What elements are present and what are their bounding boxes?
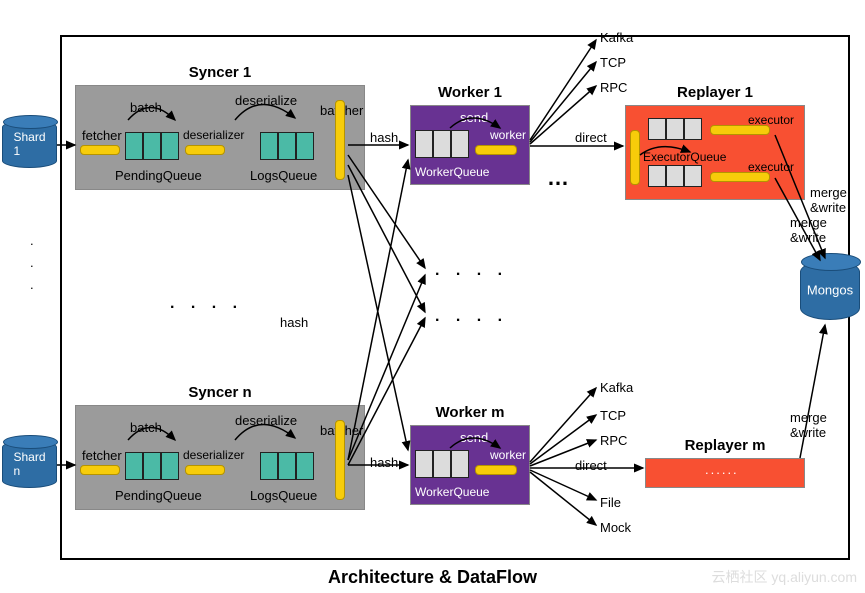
directm-label: direct xyxy=(575,458,607,473)
logs-queuen-label: LogsQueue xyxy=(250,488,317,503)
pending-queue1 xyxy=(125,132,179,160)
fetcher1-pill xyxy=(80,145,120,155)
worker-queuem-label: WorkerQueue xyxy=(415,485,489,499)
deserializern-label: deserializer xyxy=(183,448,244,462)
syncer1-title: Syncer 1 xyxy=(189,64,252,81)
kafka1-label: Kafka xyxy=(600,30,633,45)
replayerm-title: Replayer m xyxy=(685,437,766,454)
fetchern-pill xyxy=(80,465,120,475)
batchern-pill xyxy=(335,420,345,500)
direct1-label: direct xyxy=(575,130,607,145)
worker1-title: Worker 1 xyxy=(438,84,502,101)
replayerm-dots: ...... xyxy=(705,462,739,477)
left-vdots: ... xyxy=(30,230,34,296)
worker-middots1: . . . . xyxy=(435,262,508,280)
logs-queue1 xyxy=(260,132,314,160)
shard1-cylinder: Shard 1 xyxy=(2,120,57,168)
workerm-pill xyxy=(475,465,517,475)
syncern-title: Syncer n xyxy=(188,384,251,401)
deserializer1-label: deserializer xyxy=(183,128,244,142)
mockm-label: Mock xyxy=(600,520,631,535)
syncer-dots: . . . . xyxy=(170,295,243,313)
merge3-label: merge&write xyxy=(790,410,827,440)
rpcm-label: RPC xyxy=(600,433,627,448)
sendm-label: send xyxy=(460,430,488,445)
logs-queuen xyxy=(260,452,314,480)
kafkam-label: Kafka xyxy=(600,380,633,395)
pending-queue1-label: PendingQueue xyxy=(115,168,202,183)
pending-queuen-label: PendingQueue xyxy=(115,488,202,503)
rpc1-label: RPC xyxy=(600,80,627,95)
fetcher1-label: fetcher xyxy=(82,128,122,143)
shard1-label: Shard 1 xyxy=(13,130,45,158)
mongos-label: Mongos xyxy=(807,283,853,298)
filem-label: File xyxy=(600,495,621,510)
worker-queue1-label: WorkerQueue xyxy=(415,165,489,179)
replayer1-vpill xyxy=(630,130,640,185)
worker-dots: … xyxy=(547,165,575,191)
exec-queue1a xyxy=(648,118,702,140)
exec-queue1-label: ExecutorQueue xyxy=(643,150,726,164)
worker-middots2: . . . . xyxy=(435,308,508,326)
pending-queuen xyxy=(125,452,179,480)
deserializen-label: deserialize xyxy=(235,413,297,428)
deserializern-pill xyxy=(185,465,225,475)
mongos-cylinder: Mongos xyxy=(800,260,860,320)
fetchern-label: fetcher xyxy=(82,448,122,463)
logs-queue1-label: LogsQueue xyxy=(250,168,317,183)
tcp1-label: TCP xyxy=(600,55,626,70)
shardn-cylinder: Shard n xyxy=(2,440,57,488)
executor1b-label: executor xyxy=(748,160,794,174)
hash3-label: hash xyxy=(370,455,398,470)
merge1-label: merge&write xyxy=(810,185,847,215)
diagram-title: Architecture & DataFlow xyxy=(328,567,537,588)
watermark: 云栖社区 yq.aliyun.com xyxy=(712,567,857,587)
worker-queuem xyxy=(415,450,469,478)
batch1-label: batch xyxy=(130,100,162,115)
executor1a-label: executor xyxy=(748,113,794,127)
hash1-label: hash xyxy=(370,130,398,145)
deserialize1-label: deserialize xyxy=(235,93,297,108)
workerm-wlabel: worker xyxy=(490,448,526,462)
batcher1-pill xyxy=(335,100,345,180)
worker1-wlabel: worker xyxy=(490,128,526,142)
batchn-label: batch xyxy=(130,420,162,435)
merge2-label: merge&write xyxy=(790,215,827,245)
workerm-title: Worker m xyxy=(436,404,505,421)
worker1-pill xyxy=(475,145,517,155)
deserializer1-pill xyxy=(185,145,225,155)
worker-queue1 xyxy=(415,130,469,158)
replayer1-title: Replayer 1 xyxy=(677,84,753,101)
hash2-label: hash xyxy=(280,315,308,330)
send1-label: send xyxy=(460,110,488,125)
tcpm-label: TCP xyxy=(600,408,626,423)
shardn-label: Shard n xyxy=(13,450,45,478)
exec-queue1b xyxy=(648,165,702,187)
